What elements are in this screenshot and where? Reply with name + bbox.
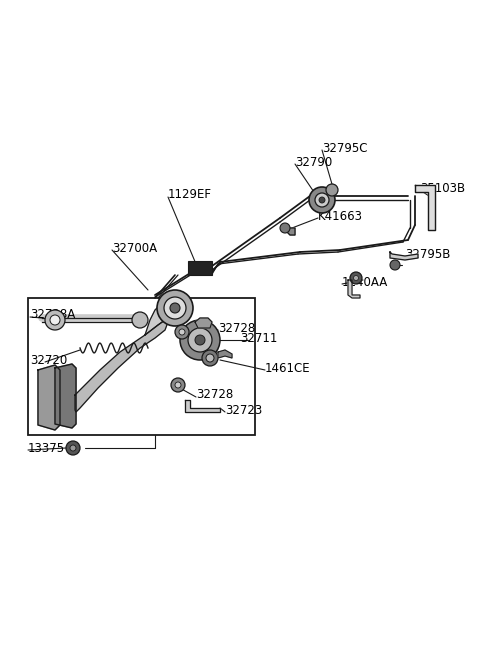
Polygon shape (75, 320, 168, 412)
Polygon shape (185, 400, 220, 412)
Circle shape (319, 197, 325, 203)
Polygon shape (218, 350, 232, 358)
Circle shape (315, 193, 329, 207)
Bar (188, 261, 212, 275)
Circle shape (132, 312, 148, 328)
Circle shape (45, 310, 65, 330)
Circle shape (179, 329, 185, 335)
Circle shape (353, 276, 359, 281)
Circle shape (206, 354, 214, 362)
Circle shape (50, 315, 60, 325)
Circle shape (309, 187, 335, 213)
Polygon shape (195, 318, 212, 328)
Circle shape (164, 297, 186, 319)
Polygon shape (285, 225, 295, 235)
Text: 1129EF: 1129EF (168, 188, 212, 201)
Circle shape (66, 441, 80, 455)
Text: 32728: 32728 (218, 321, 255, 335)
Circle shape (202, 350, 218, 366)
Text: 32795C: 32795C (322, 142, 368, 155)
Text: 32790: 32790 (295, 155, 332, 169)
Polygon shape (145, 302, 178, 335)
Text: 32711: 32711 (240, 331, 277, 344)
Polygon shape (348, 280, 360, 298)
Polygon shape (390, 252, 418, 260)
Polygon shape (415, 185, 435, 230)
Text: 1461CE: 1461CE (265, 361, 311, 375)
Text: 35103B: 35103B (420, 182, 465, 194)
Text: 13375: 13375 (28, 441, 65, 455)
Circle shape (350, 272, 362, 284)
Text: 32700A: 32700A (112, 241, 157, 255)
Circle shape (170, 303, 180, 313)
Text: 1140AA: 1140AA (342, 276, 388, 289)
Text: 32728: 32728 (196, 388, 233, 401)
Circle shape (280, 223, 290, 233)
Circle shape (175, 382, 181, 388)
Circle shape (188, 328, 212, 352)
Circle shape (180, 320, 220, 360)
Text: 32795B: 32795B (405, 249, 450, 262)
Polygon shape (38, 365, 60, 430)
Circle shape (390, 260, 400, 270)
Circle shape (195, 335, 205, 345)
Circle shape (326, 184, 338, 196)
Bar (28, 298, 255, 435)
Text: 32728A: 32728A (30, 308, 75, 321)
Polygon shape (55, 364, 76, 428)
Text: K41663: K41663 (318, 209, 363, 222)
Circle shape (175, 325, 189, 339)
Circle shape (171, 378, 185, 392)
Circle shape (157, 290, 193, 326)
Circle shape (70, 445, 76, 451)
Text: 32723: 32723 (225, 403, 262, 417)
Text: 32720: 32720 (30, 354, 67, 367)
